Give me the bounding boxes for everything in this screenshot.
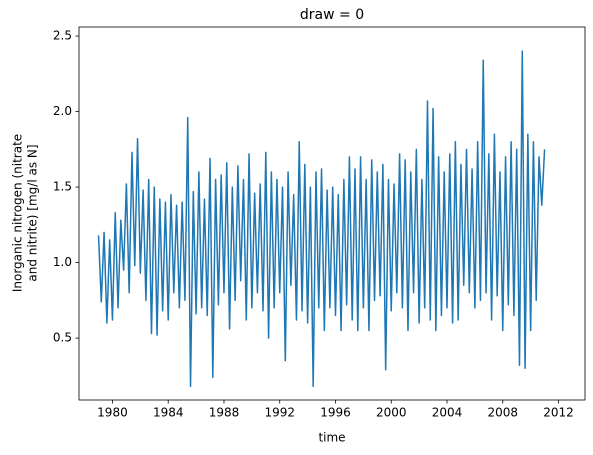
x-tick-label: 2004 bbox=[432, 406, 463, 420]
data-line bbox=[97, 50, 546, 388]
x-tick-label: 1992 bbox=[264, 406, 295, 420]
x-tick-label: 2008 bbox=[487, 406, 518, 420]
y-tick-label: 2.0 bbox=[53, 104, 72, 118]
x-tick-label: 2000 bbox=[376, 406, 407, 420]
x-tick-label: 2012 bbox=[543, 406, 574, 420]
x-tick-label: 1984 bbox=[153, 406, 184, 420]
x-axis-label: time bbox=[318, 431, 345, 445]
x-tick-label: 1980 bbox=[97, 406, 128, 420]
y-tick-label: 1.0 bbox=[53, 255, 72, 269]
y-tick-label: 2.5 bbox=[53, 29, 72, 43]
y-tick-label: 1.5 bbox=[53, 180, 72, 194]
y-axis-label: Inorganic nitrogen (nitrate bbox=[11, 134, 25, 292]
y-axis-label: and nitrite) [mg/l as N] bbox=[26, 144, 40, 281]
y-tick-label: 0.5 bbox=[53, 331, 72, 345]
chart-title: draw = 0 bbox=[300, 7, 364, 23]
axes-frame bbox=[78, 26, 586, 401]
x-tick-label: 1988 bbox=[209, 406, 240, 420]
x-tick-label: 1996 bbox=[320, 406, 351, 420]
